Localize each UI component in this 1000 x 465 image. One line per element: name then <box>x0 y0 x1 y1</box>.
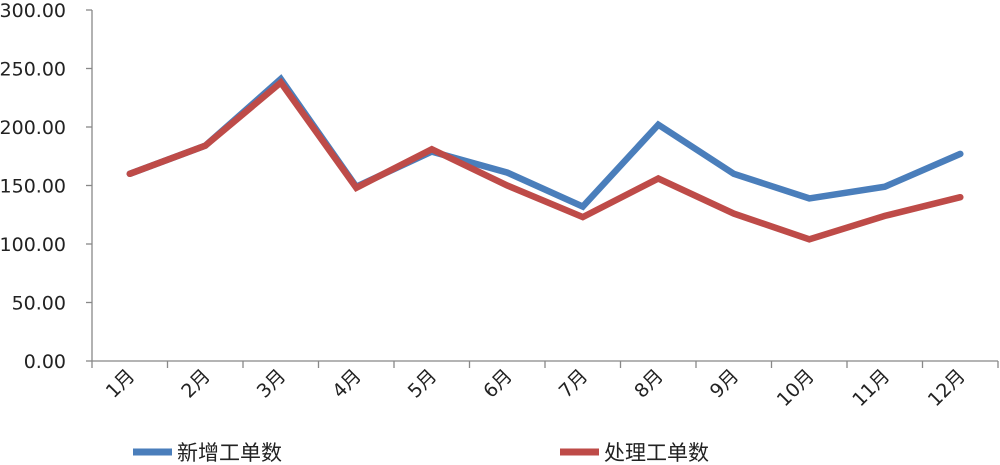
y-tick-label: 0.00 <box>24 351 66 373</box>
series-layer <box>126 74 964 243</box>
legend-item-1: 处理工单数 <box>560 441 709 465</box>
x-tick-label: 1月 <box>102 365 140 403</box>
x-ticks: 1月 2月 3月 4月 5月 6月 7月 8月 9月 10月 11月 12月 <box>91 361 999 411</box>
series-line-0 <box>126 74 964 211</box>
x-tick-label: 3月 <box>253 365 291 403</box>
y-tick-label: 300.00 <box>0 0 66 22</box>
legend: 新增工单数 处理工单数 <box>133 441 709 465</box>
y-tick-label: 200.00 <box>0 117 66 139</box>
x-tick-label: 5月 <box>404 365 442 403</box>
x-tick-label: 7月 <box>555 365 593 403</box>
x-tick-label: 11月 <box>848 365 894 411</box>
legend-label-1: 处理工单数 <box>604 441 709 465</box>
axes: 0.0050.00100.00150.00200.00250.00300.00 … <box>0 0 999 411</box>
legend-item-0: 新增工单数 <box>133 441 282 465</box>
y-tick-label: 150.00 <box>0 176 66 198</box>
y-tick-label: 100.00 <box>0 234 66 256</box>
legend-label-0: 新增工单数 <box>177 441 282 465</box>
x-tick-label: 10月 <box>773 365 819 411</box>
y-ticks: 0.00 50.00 100.00 150.00 200.00 250.00 300.00 <box>0 0 92 373</box>
x-tick-label: 8月 <box>630 365 668 403</box>
series-line-1 <box>126 77 964 243</box>
y-tick-label: 250.00 <box>0 59 66 81</box>
y-tick-label: 50.00 <box>12 293 66 315</box>
x-tick-label: 9月 <box>706 365 744 403</box>
x-tick-label: 4月 <box>328 365 366 403</box>
x-tick-label: 6月 <box>479 365 517 403</box>
x-tick-label: 12月 <box>924 365 970 411</box>
x-tick-label: 2月 <box>177 365 215 403</box>
